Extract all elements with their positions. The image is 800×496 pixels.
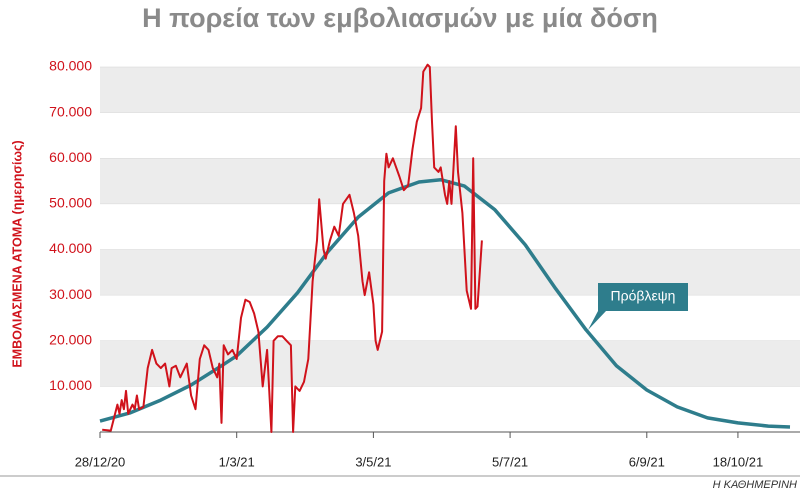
y-tick-label: 20.000 [49, 331, 92, 347]
y-tick-label: 10.000 [49, 377, 92, 393]
x-tick-label: 5/7/21 [492, 454, 528, 469]
y-tick-label: 50.000 [49, 195, 92, 211]
plot-area: 10.000 20.000 30.000 40.000 50.000 60.000 70.0… [49, 58, 800, 469]
y-axis-label: ΕΜΒΟΛΙΑΣΜΕΝΑ ΑΤΟΜΑ (ημερησίως) [10, 140, 24, 367]
x-tick-label: 6/9/21 [629, 454, 665, 469]
y-tick-label: 60.000 [49, 149, 92, 165]
y-tick-label: 80.000 [49, 58, 92, 74]
forecast-label: Πρόβλεψη [588, 283, 688, 330]
x-tick-label: 1/3/21 [219, 454, 255, 469]
forecast-label-box [588, 283, 688, 330]
forecast-label-text: Πρόβλεψη [611, 288, 676, 304]
forecast-line [99, 177, 791, 429]
y-tick-label: 40.000 [49, 240, 92, 256]
source: Η ΚΑΘΗΜΕΡΙΝΗ [713, 479, 797, 491]
grid-band [100, 249, 800, 296]
x-tick-label: 3/5/21 [355, 454, 391, 469]
x-tick-label: 18/10/21 [713, 454, 764, 469]
grid-band [100, 67, 800, 113]
y-tick-label: 30.000 [49, 286, 92, 302]
y-tick-label: 70.000 [49, 103, 92, 119]
data-line [102, 63, 483, 433]
chart-title: Η πορεία των εμβολιασμών με μία δόση [142, 3, 658, 33]
x-tick-label: 28/12/20 [75, 454, 126, 469]
grid-band [100, 340, 800, 387]
